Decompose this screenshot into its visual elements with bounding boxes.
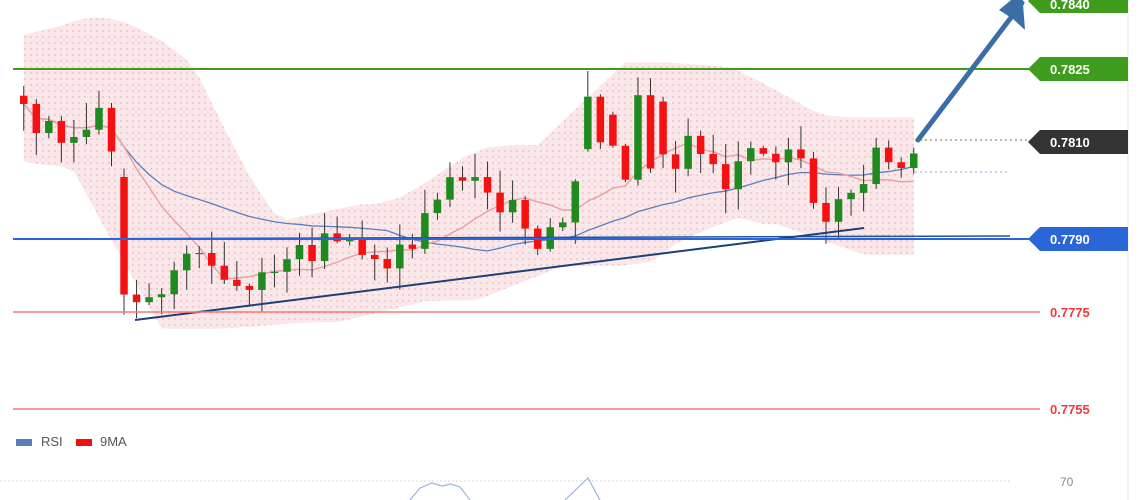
- svg-text:0.7790: 0.7790: [1050, 232, 1090, 247]
- svg-text:RSI: RSI: [41, 434, 63, 449]
- svg-text:0.7825: 0.7825: [1050, 62, 1090, 77]
- svg-text:9MA: 9MA: [100, 434, 127, 449]
- svg-text:70: 70: [1060, 475, 1074, 489]
- svg-text:0.7775: 0.7775: [1050, 305, 1090, 320]
- svg-text:0.7840: 0.7840: [1050, 0, 1090, 12]
- svg-text:0.7810: 0.7810: [1050, 135, 1090, 150]
- svg-text:0.7755: 0.7755: [1050, 402, 1090, 417]
